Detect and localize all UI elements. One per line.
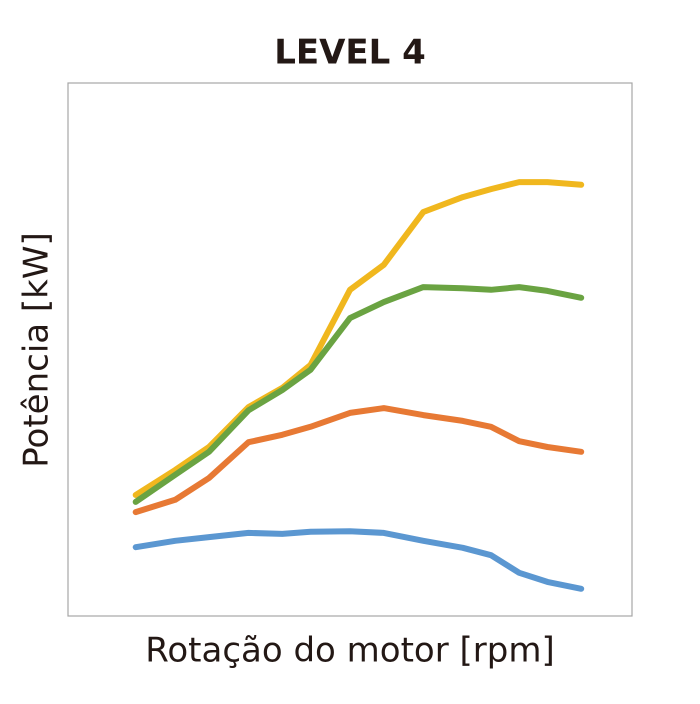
series-line <box>132 284 585 505</box>
series-line <box>132 405 585 516</box>
x-axis-label: Rotação do motor [rpm] <box>145 631 554 671</box>
y-axis-label: Potência [kW] <box>17 232 57 468</box>
chart-title: LEVEL 4 <box>274 33 426 73</box>
series-line <box>132 528 585 592</box>
plot-frame <box>67 82 633 617</box>
series-line <box>132 179 585 498</box>
